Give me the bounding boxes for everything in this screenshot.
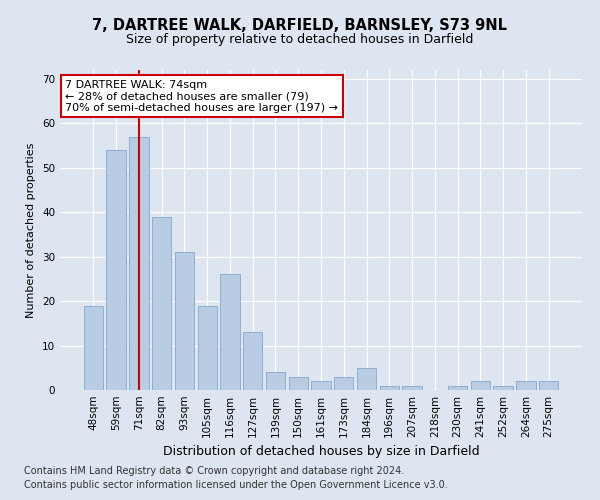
Text: Size of property relative to detached houses in Darfield: Size of property relative to detached ho… [127,32,473,46]
Text: 7, DARTREE WALK, DARFIELD, BARNSLEY, S73 9NL: 7, DARTREE WALK, DARFIELD, BARNSLEY, S73… [92,18,508,32]
Bar [243,332,262,390]
Bar [516,381,536,390]
Bar [289,376,308,390]
Y-axis label: Number of detached properties: Number of detached properties [26,142,37,318]
Bar [357,368,376,390]
Text: Contains public sector information licensed under the Open Government Licence v3: Contains public sector information licen… [24,480,448,490]
X-axis label: Distribution of detached houses by size in Darfield: Distribution of detached houses by size … [163,446,479,458]
Bar [403,386,422,390]
Bar [266,372,285,390]
Bar [448,386,467,390]
Bar [539,381,558,390]
Bar [380,386,399,390]
Bar [84,306,103,390]
Text: Contains HM Land Registry data © Crown copyright and database right 2024.: Contains HM Land Registry data © Crown c… [24,466,404,476]
Text: 7 DARTREE WALK: 74sqm
← 28% of detached houses are smaller (79)
70% of semi-deta: 7 DARTREE WALK: 74sqm ← 28% of detached … [65,80,338,113]
Bar [334,376,353,390]
Bar [470,381,490,390]
Bar [311,381,331,390]
Bar [129,136,149,390]
Bar [493,386,513,390]
Bar [220,274,239,390]
Bar [175,252,194,390]
Bar [106,150,126,390]
Bar [152,216,172,390]
Bar [197,306,217,390]
